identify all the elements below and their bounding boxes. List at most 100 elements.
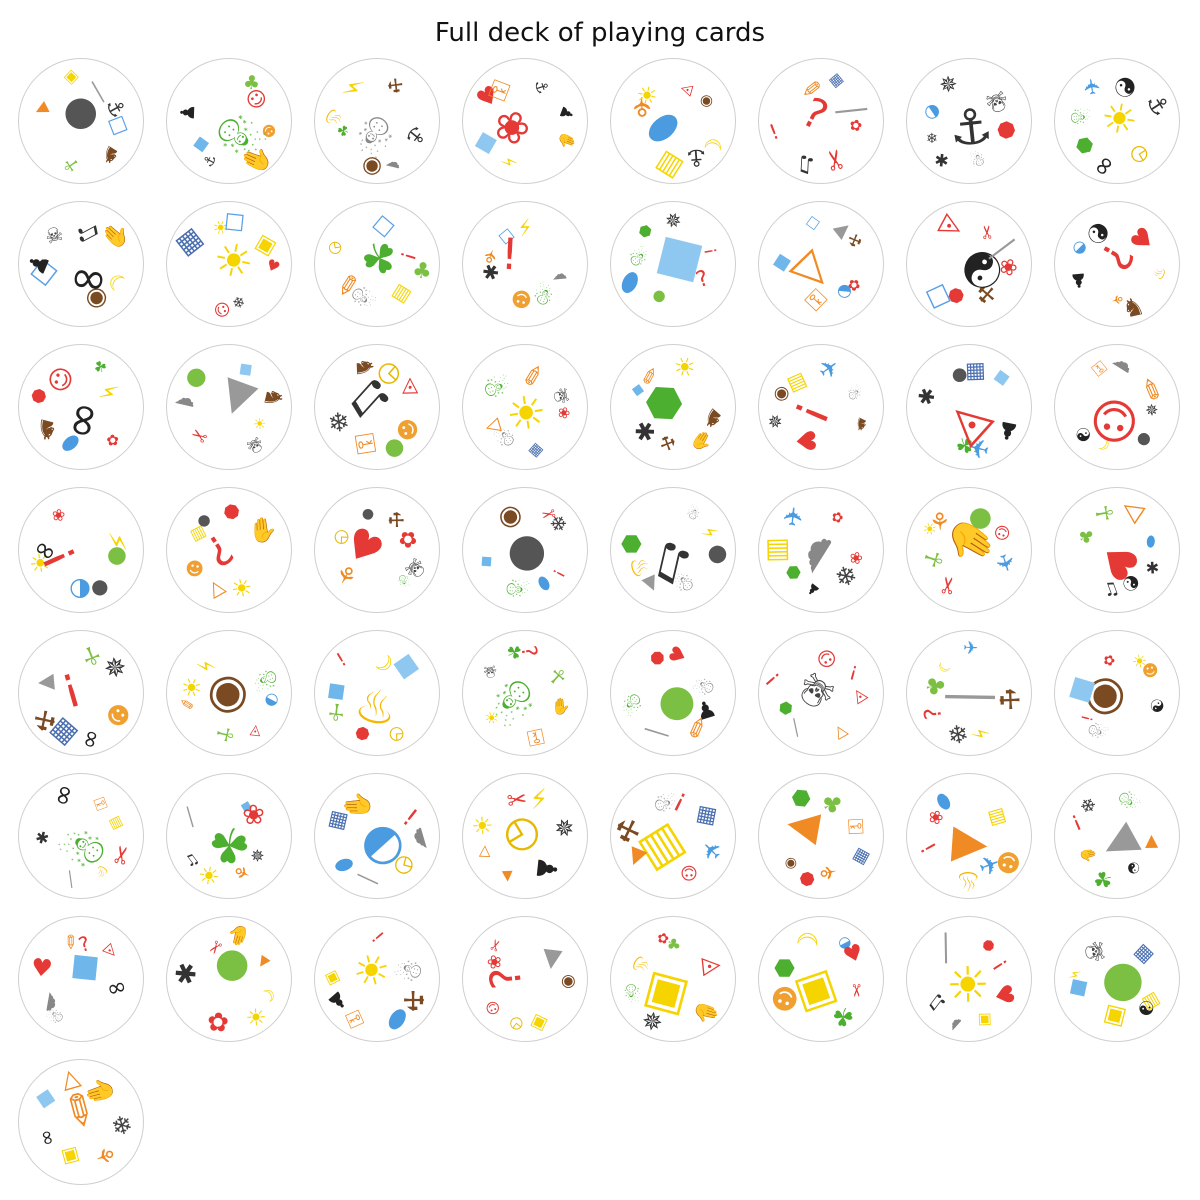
bulb-icon: ☀ — [481, 705, 503, 729]
card[interactable]: ✵ ⚘ ☀ ♫ │ ☘ ◆ ❀ — [166, 773, 292, 899]
card[interactable]: ♞! ♥ ✵ ◉ ▤ ✈ ☃ — [758, 344, 884, 470]
hand-icon: ✋ — [224, 921, 254, 950]
lips-icon: ◬ — [675, 81, 696, 98]
car-icon: ▦ — [524, 439, 546, 461]
card[interactable]: ♥ ▣ ☁ ♫ ☀ │ ⯃! — [906, 916, 1032, 1042]
card[interactable]: ▣ ✋ ✵ ☃ ♨ ✿ ♣ ◬ — [610, 916, 736, 1042]
card[interactable]: ❀ ❄ ♟ ⬢ ▤ ✈ ✿ ☁ — [758, 487, 884, 613]
card[interactable]: ● ☃ ▲ ♨ ⬢ ♫ ☃ ⚡ — [610, 487, 736, 613]
card[interactable]: ◒ ◬ ☥ ✎ ☀ ⚡ ◉ ☃ — [166, 630, 292, 756]
card[interactable]: ☁ ◷ │ ⬬ ▦ ✋ ◒! — [314, 773, 440, 899]
dragon-icon: ☃ — [250, 663, 286, 695]
card[interactable]: ⚒ ⚡ ❄? ♣ ☾ ✈ │ — [906, 630, 1032, 756]
card[interactable]: ? ■ ● ⬬ ☃ ⬢ ✵! — [610, 201, 736, 327]
card[interactable]: ☯ ◉ ☃! ■ ✿ ☀ ☻ — [1054, 630, 1180, 756]
web-icon: ✵ — [640, 1004, 666, 1037]
card[interactable]: ☻ ✈ ♨! ❀ ⬬ ▼ ▤ — [906, 773, 1032, 899]
lightning-icon: ⚡ — [696, 520, 722, 546]
anchor-icon: ⚓ — [1140, 88, 1176, 122]
card[interactable]: ♟ ✈ ☘ ◬ ✱ ● ▦ ■ — [906, 344, 1032, 470]
card[interactable]: ☐ ♞ ☥ ● ▼ ▣ │ ⚓ — [18, 58, 144, 184]
stop-icon: ⯃ — [793, 866, 819, 890]
card[interactable]: ∞ ◆ ☃ ☁ ♥ ✎? ◬ — [18, 916, 144, 1042]
card[interactable]: ✈ ✋ ✂ ☥ ☀ ⚘ ● ☺ — [906, 487, 1032, 613]
bomb-icon: ● — [490, 521, 557, 583]
card[interactable]: ◷ ♟ ▼ △ ☀ ✂ ⚡ ✵ — [462, 773, 588, 899]
candle-icon: │ — [65, 869, 77, 889]
card[interactable]: ◉ ▣ ◷ ☺ ❀ ✂? ▲ — [462, 916, 588, 1042]
card[interactable]: ♨ ♞ ⚘ ♟ ◒ ☯? ♥ — [1054, 201, 1180, 327]
card[interactable]: ❀ ▦ ☃ △ ☃ ☀ ✎ ☠ — [462, 344, 588, 470]
stop-icon: ⯃ — [982, 935, 996, 953]
card[interactable]: ☀ ☠ ▲ ✂ ☁ ● ■ ♞ — [166, 344, 292, 470]
clef-icon: ♫ — [180, 848, 202, 872]
exclaim-icon: ! — [847, 660, 861, 684]
heart-icon: ♥ — [788, 428, 821, 454]
card[interactable]: ☻ ● ⚿ ❄ ♫ ♞ ◷ ◬ — [314, 344, 440, 470]
card[interactable]: ✋ ⚿ ☃ ☀ ☠ ☘? ☥ — [462, 630, 588, 756]
card[interactable]: ✱ ☯ ♫ ♥ ♣ ☥ △ ⬬ — [1054, 487, 1180, 613]
clown-icon: ☺ — [679, 861, 699, 883]
card[interactable]: ▦ ⚘ ⯃ ◉ ▼ ⬢ ♣ ⚿ — [758, 773, 884, 899]
card[interactable]: ⚓ ☁ ◉ ☘ ♨ ⚡ ⚒ ☃ — [314, 58, 440, 184]
card[interactable]: ⚒ ⬬ ⚿ ♟ ▣ ☀! ☃ — [314, 916, 440, 1042]
clock-icon: ◷ — [331, 528, 354, 545]
card[interactable]: ☻ ✋ ⚓ ◆ ♟ ☃ ♣ ☺ — [166, 58, 292, 184]
card[interactable]: ☀ ◷ ∞ ⬢ ☃ ✈ ☯ ⚓ — [1054, 58, 1180, 184]
cactus-icon: ☥ — [77, 638, 106, 673]
card[interactable]: ✂ ☘ ▣ ☻ ⬢ ☾ ◒ ♥ — [758, 916, 884, 1042]
card[interactable]: ⯃ ☃ ✱ ❄ ◒ ✵ ⚓ ☠ — [906, 58, 1032, 184]
flower-icon: ✿ — [846, 118, 866, 133]
card[interactable]: ❄ ⚘ ▣ ∞ ■ △ ✋ ✎ — [18, 1059, 144, 1185]
igloo-icon: ▲ — [31, 673, 57, 693]
pencil-icon: ✎ — [517, 360, 552, 390]
clock-icon: ◷ — [326, 236, 344, 258]
card[interactable]: ✵ ● ☾ ☯ ☺ ⚿ ☁ ✎ — [1054, 344, 1180, 470]
card[interactable]: ◬ △ │ ⬢! ☠ ☺! — [758, 630, 884, 756]
dog-icon: ☻ — [99, 698, 136, 735]
card[interactable]: ▼ ☯ ☘ ✋! ❄ ☃ ▲ — [1054, 773, 1180, 899]
card[interactable]: ∞ ✿ ⬬ ♞ ⯃ ☺ ☘ ⚡ — [18, 344, 144, 470]
card[interactable]: ☾ ☀ ✿ ● ✱ ✂ ✋ ▼ — [166, 916, 292, 1042]
card[interactable]: ✈ ☺ ▤ ▼ ⚒ ☃! ▦ — [610, 773, 736, 899]
flower-icon: ✿ — [102, 430, 124, 450]
card[interactable]: ☾ ◉ ∞ ☐ ♟ ☠ ♫ ✋ — [18, 201, 144, 327]
card[interactable]: ☁ ☃ ☻ ✱ ⚘ ☐ ⚡! — [462, 201, 588, 327]
scissors-icon: ✂ — [485, 936, 507, 955]
card[interactable]: ✂ ♨ │ ☃ ✱ ∞ ⚿ ▤ — [18, 773, 144, 899]
card[interactable]: ♞ ✋ ⚒ ✱ ◆ ✎ ☀ ⬢ — [610, 344, 736, 470]
card[interactable]: ♨ ◷ ⯃ ☥ ◆! ☾ ■ — [314, 630, 440, 756]
cat-icon: △ — [202, 572, 228, 602]
yinyang-icon: ☯ — [1135, 996, 1157, 1022]
card[interactable]: ☾ ⚓ ▤ ⬬ ⚘ ☀ ◬ ◉ — [610, 58, 736, 184]
bird-icon: ✈ — [812, 351, 846, 386]
card[interactable]: ! ⬬ ☃ ◆ ● ◉ ✂ ❄ — [462, 487, 588, 613]
card[interactable]: ☠ ☃ ♥ ⚘ ◷ ● ⚒ ✿ — [314, 487, 440, 613]
key-icon: ⚿ — [524, 722, 547, 751]
card[interactable]: ✿ ◒ ⚿ △ ◆ ☐ ▲ ⚒ — [758, 201, 884, 327]
key-icon: ⚿ — [842, 817, 868, 835]
car-icon: ▦ — [693, 802, 720, 832]
candle-icon: │ — [789, 717, 803, 739]
hammer-icon: ⚒ — [384, 72, 409, 98]
card[interactable]: ✿ ✂ ♫!? ✎ ▦ │ — [758, 58, 884, 184]
card[interactable]: ❀ ⚒ ⯃ ☐ ☯ ◬ ✂ │ — [906, 201, 1032, 327]
question-icon: ? — [516, 644, 543, 660]
card[interactable]: ♥ ❄ ☺ ☀ ▦ ☀ ☐ ▣ — [166, 201, 292, 327]
hand-icon: ✋ — [342, 789, 372, 822]
tree-icon: ♣ — [1072, 523, 1099, 550]
card[interactable]: ☻ ∞ ▦ ⚒ ▲! ☥ ✵ — [18, 630, 144, 756]
exclaim-icon: ! — [760, 668, 785, 691]
bird-icon: ✈ — [962, 637, 979, 660]
leaf-icon: ⚘ — [88, 1142, 120, 1171]
card[interactable]: ♣ ▤ ☃ ✎ ◷ ☘ ☐! — [314, 201, 440, 327]
card[interactable]: ♟ ✎ │ ☃ ● ⯃ ♥ ☃ — [610, 630, 736, 756]
card[interactable]: ? ☀ △ ☻ ▤ ● ⯃ ✋ — [166, 487, 292, 613]
skull-icon: ☠ — [1078, 938, 1112, 965]
dragon-icon: ☃ — [1110, 782, 1143, 814]
card[interactable]: ✋ ❀ ⚡ ■ ♥ ⚿ ⚓ ♟ — [462, 58, 588, 184]
card[interactable]: ● ● ◒ ☀ ∞ ❀! ⚡ — [18, 487, 144, 613]
card[interactable]: ▤ ☯ ▣ ◆ ⚡ ☠ ● ▦ — [1054, 916, 1180, 1042]
web-icon: ✵ — [938, 69, 959, 96]
key-icon: ⚿ — [89, 794, 112, 813]
